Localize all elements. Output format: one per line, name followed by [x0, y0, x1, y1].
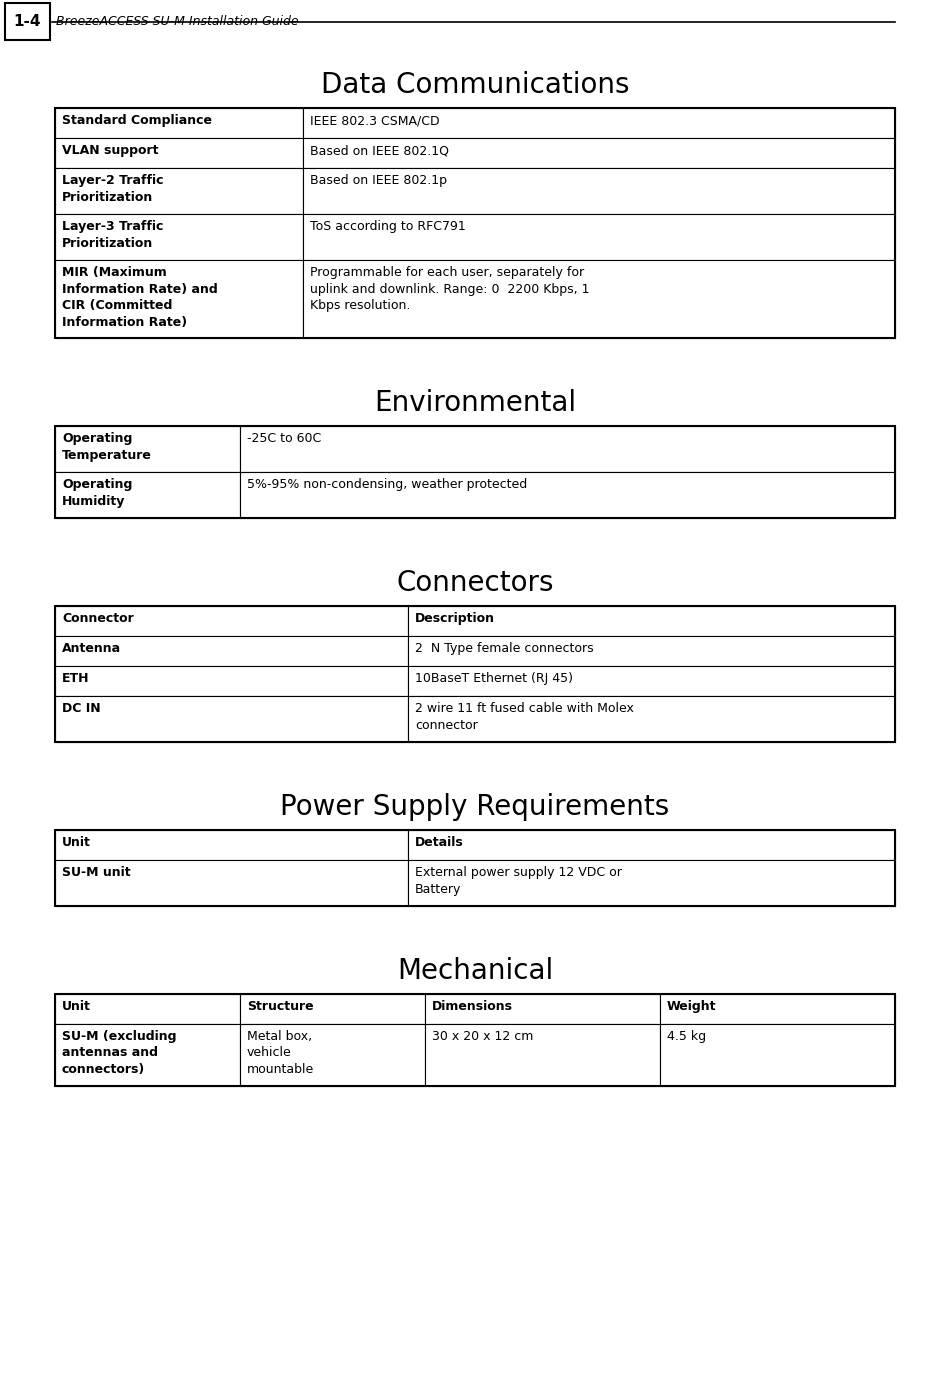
Bar	[55, 695, 408, 743]
Text: SU-M (excluding
antennas and
connectors): SU-M (excluding antennas and connectors)	[62, 1030, 177, 1076]
Text: ETH: ETH	[62, 672, 89, 686]
Text: IEEE 802.3 CSMA/CD: IEEE 802.3 CSMA/CD	[310, 114, 439, 126]
Bar	[55, 830, 895, 906]
Bar	[303, 214, 895, 260]
Bar	[55, 1024, 240, 1085]
Text: Dimensions: Dimensions	[432, 999, 513, 1013]
Bar	[55, 994, 240, 1024]
Bar	[303, 168, 895, 214]
Bar	[5, 3, 50, 40]
Bar	[55, 137, 303, 168]
Bar	[303, 260, 895, 339]
Bar	[55, 636, 408, 666]
Bar	[55, 214, 303, 260]
Bar	[660, 1024, 895, 1085]
Text: Operating
Humidity: Operating Humidity	[62, 477, 132, 508]
Text: Connectors: Connectors	[397, 569, 554, 597]
Text: MIR (Maximum
Information Rate) and
CIR (Committed
Information Rate): MIR (Maximum Information Rate) and CIR (…	[62, 266, 218, 329]
Bar	[425, 1024, 660, 1085]
Text: DC IN: DC IN	[62, 702, 101, 715]
Bar	[240, 994, 425, 1024]
Text: External power supply 12 VDC or
Battery: External power supply 12 VDC or Battery	[415, 866, 622, 895]
Bar	[660, 994, 895, 1024]
Bar	[240, 472, 895, 518]
Text: -25C to 60C: -25C to 60C	[247, 432, 321, 446]
Bar	[55, 108, 895, 339]
Bar	[55, 168, 303, 214]
Text: Connector: Connector	[62, 612, 134, 625]
Text: Operating
Temperature: Operating Temperature	[62, 432, 152, 461]
Bar	[240, 1024, 425, 1085]
Text: Metal box,
vehicle
mountable: Metal box, vehicle mountable	[247, 1030, 314, 1076]
Bar	[408, 861, 895, 906]
Bar	[55, 108, 303, 137]
Bar	[55, 472, 240, 518]
Text: SU-M unit: SU-M unit	[62, 866, 130, 879]
Text: Structure: Structure	[247, 999, 314, 1013]
Text: 2 wire 11 ft fused cable with Molex
connector: 2 wire 11 ft fused cable with Molex conn…	[415, 702, 634, 731]
Bar	[55, 830, 408, 861]
Bar	[408, 695, 895, 743]
Bar	[55, 426, 240, 472]
Bar	[408, 666, 895, 695]
Bar	[55, 994, 895, 1085]
Bar	[303, 108, 895, 137]
Text: Programmable for each user, separately for
uplink and downlink. Range: 0  2200 K: Programmable for each user, separately f…	[310, 266, 589, 312]
Text: Unit: Unit	[62, 999, 91, 1013]
Bar	[55, 861, 408, 906]
Text: 1-4: 1-4	[14, 14, 41, 29]
Bar	[408, 636, 895, 666]
Text: Antenna: Antenna	[62, 643, 121, 655]
Bar	[55, 607, 408, 636]
Bar	[303, 137, 895, 168]
Text: ToS according to RFC791: ToS according to RFC791	[310, 221, 466, 233]
Bar	[55, 260, 303, 339]
Text: Description: Description	[415, 612, 494, 625]
Text: 10BaseT Ethernet (RJ 45): 10BaseT Ethernet (RJ 45)	[415, 672, 573, 686]
Bar	[240, 426, 895, 472]
Text: Unit: Unit	[62, 836, 91, 849]
Text: VLAN support: VLAN support	[62, 144, 158, 157]
Text: BreezeACCESS SU-M Installation Guide: BreezeACCESS SU-M Installation Guide	[56, 15, 299, 28]
Text: Standard Compliance: Standard Compliance	[62, 114, 212, 126]
Bar	[408, 830, 895, 861]
Bar	[408, 607, 895, 636]
Text: Layer-3 Traffic
Prioritization: Layer-3 Traffic Prioritization	[62, 221, 163, 250]
Text: Layer-2 Traffic
Prioritization: Layer-2 Traffic Prioritization	[62, 174, 164, 204]
Text: 2  N Type female connectors: 2 N Type female connectors	[415, 643, 593, 655]
Text: Data Communications: Data Communications	[321, 71, 629, 100]
Bar	[425, 994, 660, 1024]
Text: Power Supply Requirements: Power Supply Requirements	[280, 794, 669, 822]
Text: Mechanical: Mechanical	[397, 958, 553, 985]
Text: Weight: Weight	[667, 999, 716, 1013]
Text: 30 x 20 x 12 cm: 30 x 20 x 12 cm	[432, 1030, 533, 1042]
Text: Based on IEEE 802.1Q: Based on IEEE 802.1Q	[310, 144, 449, 157]
Text: Details: Details	[415, 836, 464, 849]
Bar	[55, 607, 895, 743]
Text: Environmental: Environmental	[374, 390, 576, 418]
Text: 4.5 kg: 4.5 kg	[667, 1030, 706, 1042]
Text: Based on IEEE 802.1p: Based on IEEE 802.1p	[310, 174, 447, 187]
Text: 5%-95% non-condensing, weather protected: 5%-95% non-condensing, weather protected	[247, 477, 527, 491]
Bar	[55, 666, 408, 695]
Bar	[55, 426, 895, 518]
